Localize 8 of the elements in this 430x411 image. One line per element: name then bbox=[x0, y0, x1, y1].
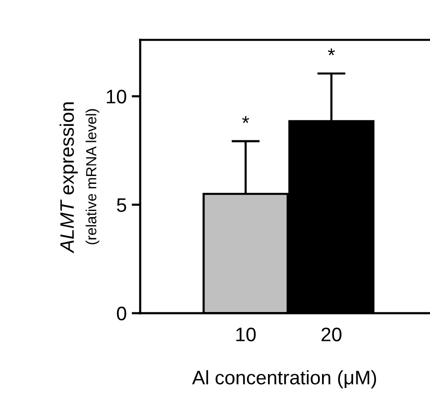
y-tick-label: 10 bbox=[106, 90, 126, 104]
x-axis-title: Al concentration (μM) bbox=[192, 370, 376, 388]
y-tick-label: 0 bbox=[116, 306, 126, 320]
y-tick-label: 5 bbox=[116, 198, 126, 212]
annotation: * bbox=[328, 48, 335, 56]
annotation: * bbox=[242, 116, 250, 123]
y-axis-title: ALMT expression (relative mRNA level) bbox=[60, 102, 100, 254]
x-tick-label: 20 bbox=[322, 328, 342, 342]
